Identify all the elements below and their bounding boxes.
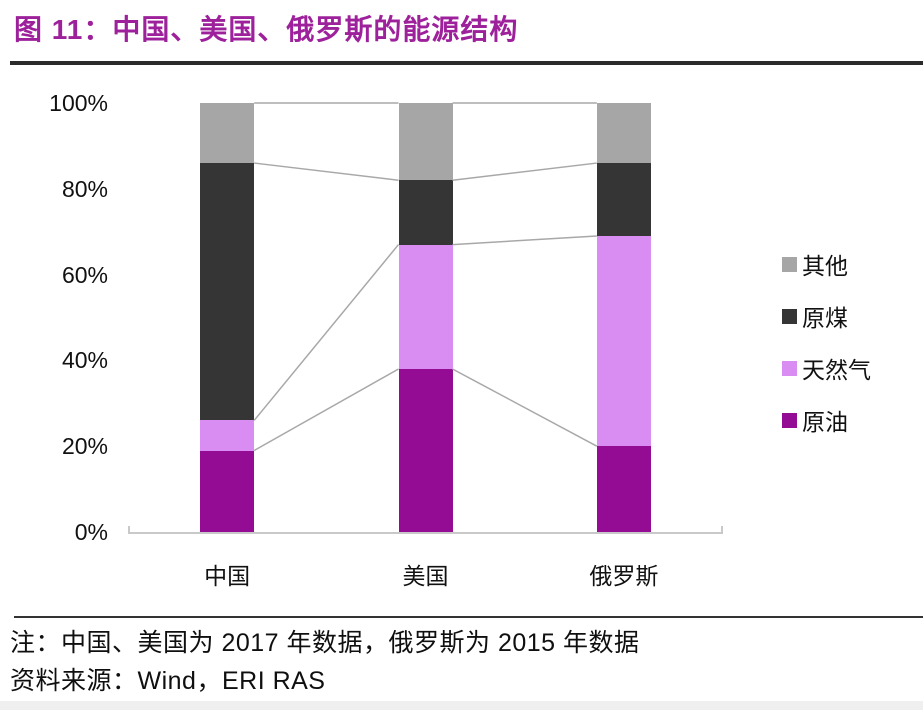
x-axis-category-label-usa: 美国 (402, 563, 449, 589)
legend-swatch-raw-coal (782, 308, 797, 324)
figure-title: 图 11：中国、美国、俄罗斯的能源结构 (14, 14, 519, 45)
bar-segment-crude-oil-china (200, 450, 255, 532)
legend-item-other: 其他 (782, 252, 871, 279)
bar-segment-raw-coal-china (200, 163, 255, 421)
y-axis-tick-label-100: 100% (49, 90, 108, 116)
legend-swatch-other (782, 256, 797, 272)
y-axis-tick-label-0: 0% (74, 519, 108, 545)
x-axis-end-tick (721, 526, 723, 532)
legend-label-natural-gas: 天然气 (802, 357, 871, 383)
source-text: 资料来源：Wind，ERI RAS (10, 667, 326, 695)
y-axis-tick-label-20: 20% (61, 433, 108, 460)
bar-segment-other-usa (398, 103, 453, 181)
bar-segment-crude-oil-usa (398, 368, 453, 532)
bar-segment-crude-oil-russia (596, 446, 651, 532)
series-connector-lines (253, 102, 598, 452)
legend-item-raw-coal: 原煤 (782, 304, 871, 331)
legend-swatch-natural-gas (782, 360, 797, 376)
x-axis-line (128, 532, 723, 534)
chart-legend: 其他 原煤 天然气 原油 (782, 252, 871, 460)
bar-segment-other-china (200, 103, 255, 164)
note-text: 注：中国、美国为 2017 年数据，俄罗斯为 2015 年数据 (10, 629, 640, 657)
bar-segment-natural-gas-usa (398, 244, 453, 369)
x-axis-category-label-china: 中国 (204, 563, 251, 589)
header-rule (10, 61, 923, 65)
x-axis-category-labels: 中国 美国 俄罗斯 (128, 557, 723, 591)
x-axis-category-label-russia: 俄罗斯 (589, 563, 659, 589)
bar-segment-raw-coal-russia (596, 163, 651, 236)
x-axis-start-tick (128, 526, 130, 532)
y-axis-tick-label-60: 60% (61, 261, 108, 288)
bar-segment-raw-coal-usa (398, 180, 453, 245)
page-edge-strip (0, 701, 923, 710)
legend-label-crude-oil: 原油 (802, 409, 848, 435)
y-axis: 0% 20% 40% 60% 80% 100% (18, 90, 108, 545)
y-axis-tick-label-80: 80% (61, 175, 108, 202)
bar-segment-other-russia (596, 103, 651, 164)
legend-item-natural-gas: 天然气 (782, 356, 871, 383)
legend-item-crude-oil: 原油 (782, 408, 871, 435)
bar-segment-natural-gas-russia (596, 236, 651, 447)
y-axis-tick-label-40: 40% (61, 347, 108, 374)
stacked-bar-plot-area (128, 102, 723, 534)
footer-rule (14, 616, 923, 618)
bar-segment-natural-gas-china (200, 420, 255, 451)
legend-swatch-crude-oil (782, 412, 797, 428)
legend-label-other: 其他 (802, 253, 848, 279)
legend-label-raw-coal: 原煤 (802, 305, 848, 331)
